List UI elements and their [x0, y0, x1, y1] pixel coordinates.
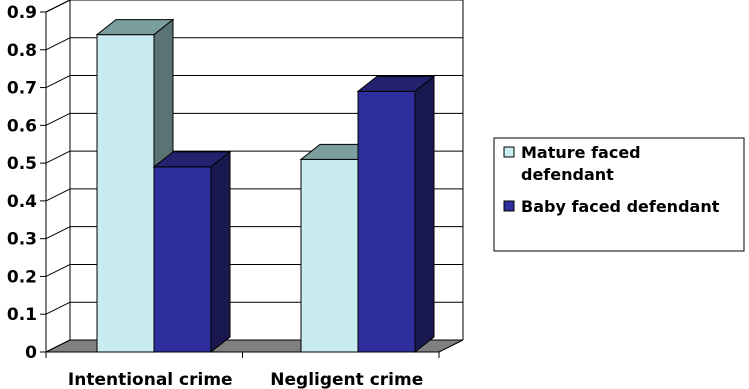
y-tick-label: 0.6: [7, 116, 37, 136]
y-tick-label: 0.2: [7, 267, 37, 287]
side-wall-top-edge: [45, 0, 71, 13]
side-wall-gridline: [45, 112, 71, 126]
y-tick-label: 0.5: [7, 154, 37, 174]
y-tick-label: 0: [25, 343, 37, 363]
bar-1-1: [356, 75, 436, 354]
bar-front: [300, 158, 359, 353]
y-tick-label: 0.3: [7, 230, 37, 250]
legend-box: [493, 137, 745, 252]
y-axis-tick-labels: 0 0.1 0.2 0.3 0.4 0.5 0.6 0.7 0.8 0.9: [7, 3, 37, 363]
chart-bars: [95, 18, 436, 354]
legend-swatch: [503, 200, 515, 212]
bar-front: [153, 166, 212, 353]
legend-label: defendant: [521, 165, 614, 184]
y-tick-label: 0.7: [7, 79, 37, 99]
side-wall-gridline: [45, 150, 71, 164]
bar-front: [357, 90, 416, 353]
legend-swatch: [503, 146, 515, 158]
legend-label: Mature faced: [521, 143, 641, 162]
bar-side: [210, 150, 231, 354]
bar-0-1: [152, 150, 232, 354]
y-tick-label: 0.1: [7, 305, 37, 325]
x-category-label: Negligent crime: [270, 370, 423, 389]
side-wall-gridline: [45, 263, 71, 277]
side-wall-gridline: [45, 301, 71, 315]
bar-front: [96, 34, 155, 353]
y-tick-label: 0.4: [7, 192, 37, 212]
side-wall-gridline: [45, 188, 71, 202]
y-tick-label: 0.9: [7, 3, 37, 23]
y-tick-label: 0.8: [7, 41, 37, 61]
side-wall-gridline: [45, 226, 71, 240]
x-category-label: Intentional crime: [68, 370, 233, 389]
x-axis-category-labels: Intentional crime Negligent crime: [68, 370, 423, 389]
side-wall-gridline: [45, 75, 71, 89]
side-wall-gridline: [45, 37, 71, 51]
bar-side: [414, 75, 435, 354]
legend-label: Baby faced defendant: [521, 197, 720, 216]
chart-legend: Mature faced defendant Baby faced defendan…: [493, 137, 745, 252]
